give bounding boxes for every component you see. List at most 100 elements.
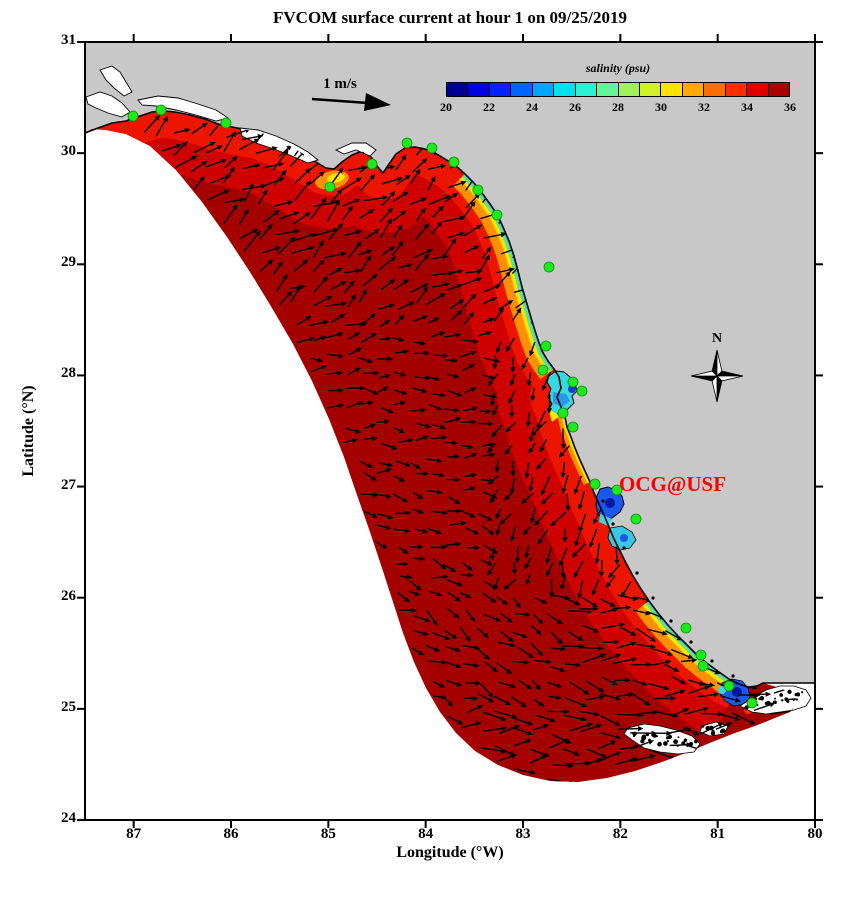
current-vector xyxy=(381,246,396,256)
current-vector xyxy=(600,693,622,701)
current-vector xyxy=(342,198,361,207)
current-vector xyxy=(376,356,394,362)
current-vector xyxy=(446,579,464,587)
current-vector xyxy=(276,273,288,292)
current-vector xyxy=(596,751,622,763)
current-vector xyxy=(512,716,534,726)
colorbar-cell xyxy=(725,83,748,96)
current-vector xyxy=(494,695,511,706)
current-vector xyxy=(467,705,484,714)
current-vector xyxy=(274,200,294,207)
current-vector xyxy=(259,259,274,273)
current-vector xyxy=(477,254,491,275)
current-vector xyxy=(310,357,324,363)
current-vector xyxy=(618,726,644,732)
current-vector xyxy=(379,319,391,328)
current-vector xyxy=(413,350,430,356)
current-vector xyxy=(480,559,493,566)
current-vector xyxy=(430,435,448,441)
current-vector xyxy=(328,188,343,206)
current-vector xyxy=(324,251,347,259)
figure-title: FVCOM surface current at hour 1 on 09/25… xyxy=(273,8,627,27)
current-vector xyxy=(413,249,434,259)
current-vector xyxy=(396,561,409,567)
current-vector xyxy=(505,421,516,433)
current-vector xyxy=(313,276,329,293)
current-vector xyxy=(497,641,516,648)
current-vector xyxy=(463,311,475,325)
current-vector xyxy=(514,546,520,564)
current-vector xyxy=(279,211,300,220)
current-vector xyxy=(601,653,622,662)
current-vector xyxy=(394,510,411,516)
current-vector xyxy=(413,556,426,562)
current-vector xyxy=(636,643,656,650)
current-vector xyxy=(238,208,249,225)
current-vector xyxy=(461,561,473,572)
current-vector xyxy=(574,525,583,548)
current-vector xyxy=(513,768,537,775)
current-vector xyxy=(393,224,403,238)
station-dot xyxy=(401,137,413,149)
current-vector xyxy=(510,357,516,373)
x-tick-label: 85 xyxy=(320,826,336,842)
current-vector xyxy=(633,609,652,616)
current-vector xyxy=(614,546,620,566)
current-vector xyxy=(205,158,227,168)
current-vector xyxy=(443,407,460,413)
current-vector xyxy=(392,210,407,222)
current-vector xyxy=(425,293,446,306)
current-vector xyxy=(535,714,557,723)
colorbar-cell xyxy=(618,83,640,96)
current-vector xyxy=(524,462,530,479)
station-dot xyxy=(491,209,503,221)
current-vector xyxy=(499,513,512,525)
current-vector xyxy=(376,524,392,530)
current-vector xyxy=(379,336,392,342)
current-vector xyxy=(348,332,361,340)
current-vector xyxy=(565,697,588,708)
current-vector xyxy=(143,114,161,133)
land-area xyxy=(85,42,815,687)
y-tick-label: 27 xyxy=(61,476,76,493)
plot-frame xyxy=(84,41,816,821)
current-vector xyxy=(573,560,584,579)
current-vector xyxy=(364,510,379,518)
current-vector xyxy=(483,711,507,721)
current-vector xyxy=(358,288,367,303)
current-vector xyxy=(476,627,489,639)
current-vector xyxy=(222,204,238,226)
y-tick-label: 29 xyxy=(61,254,76,271)
current-vector xyxy=(688,685,711,694)
current-vector xyxy=(443,660,462,669)
current-vector xyxy=(378,256,397,271)
current-vector xyxy=(278,290,293,306)
current-vector xyxy=(513,597,521,609)
current-vector xyxy=(272,260,283,275)
current-vector xyxy=(377,467,392,474)
current-vector xyxy=(222,166,235,184)
current-vector xyxy=(616,692,635,698)
current-vector xyxy=(398,546,409,554)
current-vector xyxy=(310,364,328,373)
current-vector xyxy=(530,624,542,636)
current-vector xyxy=(297,336,316,344)
current-vector xyxy=(313,335,327,342)
current-vector xyxy=(397,591,410,603)
current-vector xyxy=(500,612,513,623)
current-vector xyxy=(787,697,798,701)
colorbar-tick-label: 30 xyxy=(655,100,667,114)
station-dot xyxy=(324,181,336,193)
current-vector xyxy=(415,435,430,442)
colorbar-cell xyxy=(447,83,469,96)
current-vector xyxy=(684,706,709,715)
current-vector xyxy=(391,240,404,257)
current-vector xyxy=(262,246,282,254)
current-vector xyxy=(462,486,477,492)
current-vector xyxy=(432,632,451,641)
current-vector xyxy=(462,406,478,412)
current-vector xyxy=(239,228,259,239)
current-vector xyxy=(363,370,380,376)
current-vector xyxy=(411,647,425,656)
current-vector xyxy=(652,648,674,656)
